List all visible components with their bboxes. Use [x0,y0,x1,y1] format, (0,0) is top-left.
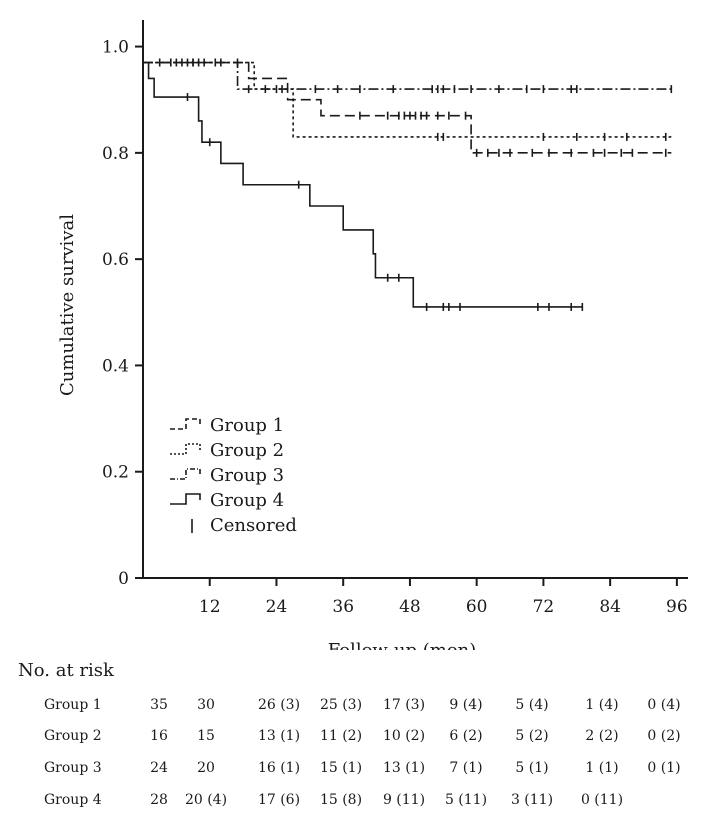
risk-cell: 20 (4) [184,792,228,808]
risk-row: Group 4 28 20 (4) 17 (6) 15 (8) 9 (11) 5 (11) 3… [0,792,724,812]
x-tick-label: 48 [399,597,421,617]
legend-label: Group 4 [210,490,284,511]
risk-row: Group 3 24 20 16 (1) 15 (1) 13 (1) 7 (1) 5 (1) 1… [0,760,724,780]
risk-cell: 15 (8) [319,792,363,808]
x-tick-label: 96 [666,597,688,617]
legend-swatch [170,468,201,480]
risk-cell: 20 [197,760,215,776]
risk-cell: 6 (2) [449,728,483,744]
risk-cell: 17 (3) [382,697,426,713]
series-lines [143,58,673,311]
risk-cell: 0 (4) [647,697,681,713]
y-axis-title: Cumulative survival [57,214,78,396]
y-tick-label: 0.2 [102,463,129,483]
risk-cell: 25 (3) [319,697,363,713]
y-tick-label: 1.0 [102,38,129,58]
survival-curve [143,61,583,308]
risk-cell: 35 [150,697,168,713]
survival-curve [143,61,672,138]
risk-cell: 13 (1) [257,728,301,744]
x-tick-label: 36 [332,597,354,617]
x-tick-label: 12 [199,597,221,617]
series-group-1 [143,58,672,157]
legend-label: Group 1 [210,415,284,436]
y-tick-label: 0.6 [102,250,129,270]
risk-cell: 16 (1) [257,760,301,776]
risk-table-title: No. at risk [18,660,114,681]
survival-chart: 12 24 36 48 60 72 84 96 0 0.2 0.4 0.6 0.8 1.0 Group 1… [57,20,688,650]
risk-cell: 15 [197,728,215,744]
risk-cell: 17 (6) [257,792,301,808]
axes: 12 24 36 48 60 72 84 96 0 0.2 0.4 0.6 0.8 1.0 [102,20,688,617]
risk-cell: 9 (4) [449,697,483,713]
risk-cell: 0 (2) [647,728,681,744]
x-tick-label: 60 [466,597,488,617]
legend-label: Censored [210,515,297,536]
x-tick-label: 72 [533,597,555,617]
risk-cell: 9 (11) [382,792,426,808]
risk-cell: 28 [150,792,168,808]
risk-cell: 3 (11) [510,792,554,808]
risk-row: Group 1 35 30 26 (3) 25 (3) 17 (3) 9 (4) 5 (4) 1… [0,697,724,717]
risk-group-name: Group 4 [44,792,102,808]
risk-cell: 15 (1) [319,760,363,776]
survival-curve [143,61,672,90]
risk-cell: 5 (2) [515,728,549,744]
risk-cell: 2 (2) [585,728,619,744]
risk-cell: 10 (2) [382,728,426,744]
risk-cell: 13 (1) [382,760,426,776]
risk-cell: 16 [150,728,168,744]
risk-cell: 11 (2) [319,728,363,744]
y-tick-label: 0 [118,569,129,589]
series-group-2 [143,58,672,141]
series-group-4 [143,61,584,311]
risk-cell: 5 (11) [444,792,488,808]
risk-cell: 1 (1) [585,760,619,776]
survival-curve [143,61,672,154]
risk-group-name: Group 3 [44,760,102,776]
legend-label: Group 3 [210,465,284,486]
legend: Group 1 Group 2 Group 3 Group 4 Censored [170,415,297,536]
x-axis-title: Follow-up (mon) [328,640,477,650]
series-group-3 [143,58,673,94]
risk-group-name: Group 1 [44,697,102,713]
risk-row: Group 2 16 15 13 (1) 11 (2) 10 (2) 6 (2) 5 (2) 2… [0,728,724,748]
risk-cell: 5 (4) [515,697,549,713]
legend-swatch [170,418,201,430]
risk-cell: 7 (1) [449,760,483,776]
legend-swatch [170,493,201,505]
y-tick-label: 0.8 [102,144,129,164]
risk-cell: 24 [150,760,168,776]
risk-cell: 5 (1) [515,760,549,776]
risk-cell: 1 (4) [585,697,619,713]
x-tick-label: 24 [266,597,288,617]
y-tick-label: 0.4 [102,356,129,376]
risk-cell: 26 (3) [257,697,301,713]
risk-cell: 0 (1) [647,760,681,776]
risk-cell: 30 [197,697,215,713]
risk-cell: 0 (11) [580,792,624,808]
legend-label: Group 2 [210,440,284,461]
risk-group-name: Group 2 [44,728,102,744]
x-tick-label: 84 [599,597,621,617]
legend-swatch [170,443,201,455]
